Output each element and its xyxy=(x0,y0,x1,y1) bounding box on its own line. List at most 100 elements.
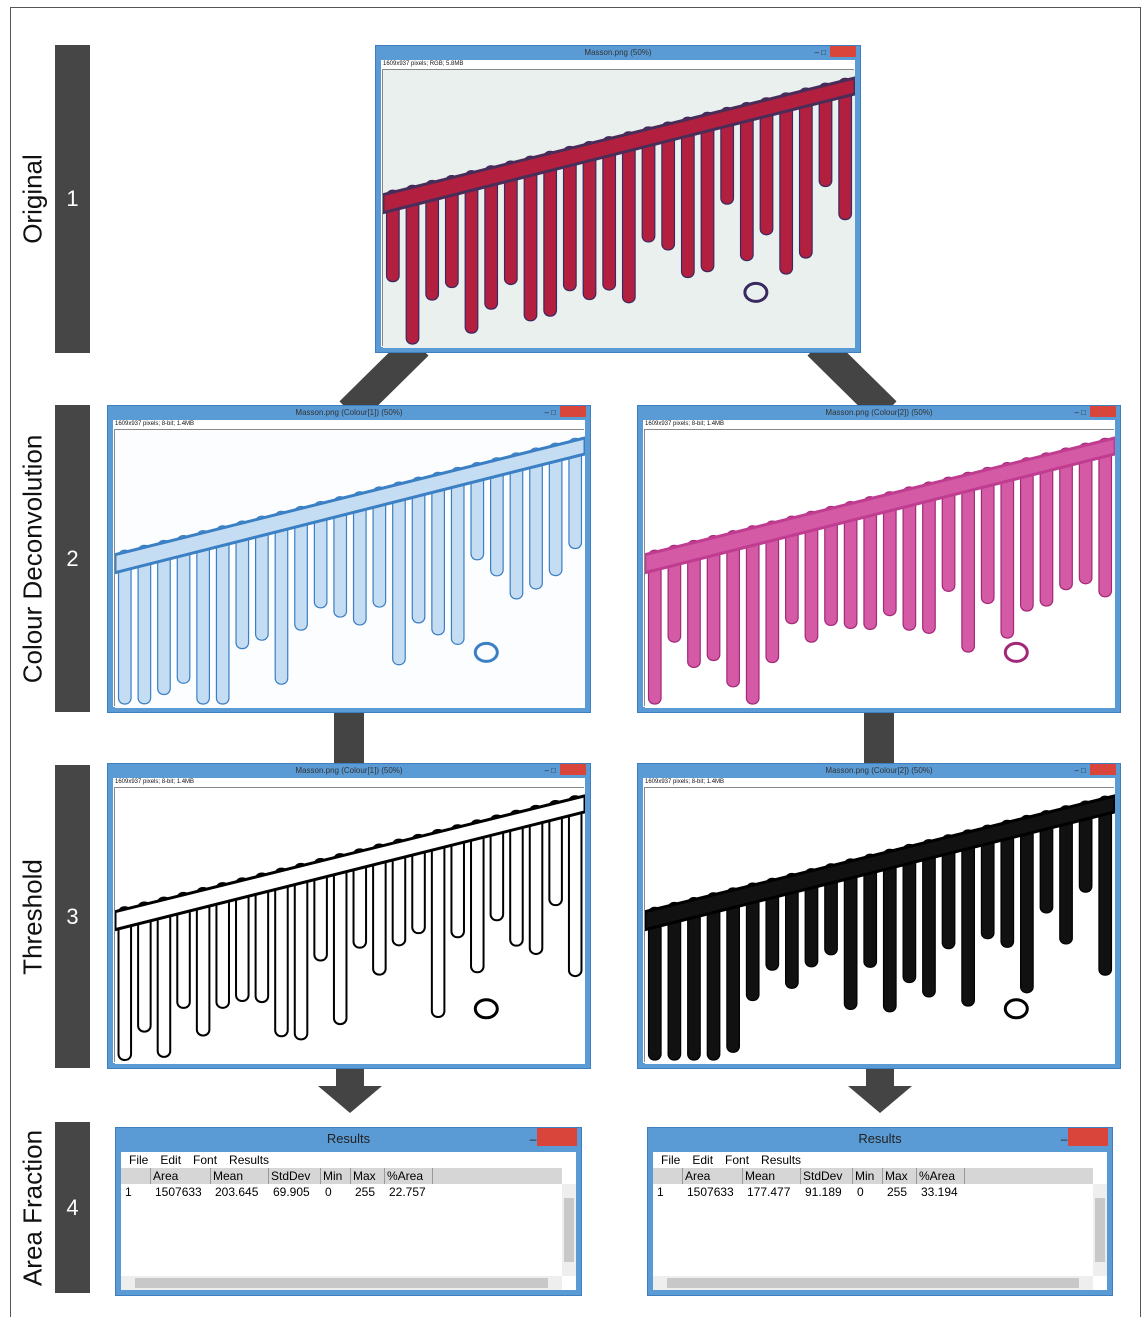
villus xyxy=(216,526,229,704)
villus xyxy=(138,545,151,703)
villus xyxy=(530,806,543,954)
window-title: Masson.png (Colour[2]) (50%) xyxy=(825,408,932,417)
image-window: Masson.png (Colour[2]) (50%)– □1609x937 … xyxy=(637,763,1121,1069)
window-title: Masson.png (Colour[2]) (50%) xyxy=(825,766,932,775)
villus xyxy=(1079,443,1092,584)
villus xyxy=(649,907,662,1060)
menu-item[interactable]: Results xyxy=(761,1153,801,1167)
horizontal-scrollbar xyxy=(653,1276,1093,1290)
step-bar: 3 xyxy=(55,765,90,1068)
title-bar: Masson.png (Colour[1]) (50%) – □ xyxy=(108,764,590,778)
table-cell: 69.905 xyxy=(269,1184,321,1200)
menu-item[interactable]: Edit xyxy=(160,1153,181,1167)
villus xyxy=(746,526,759,704)
arrow xyxy=(848,1086,912,1113)
header-cell: %Area xyxy=(917,1168,965,1184)
menu-bar: File Edit Font Results xyxy=(121,1152,576,1168)
table-cell: 22.757 xyxy=(385,1184,433,1200)
villus xyxy=(727,531,740,687)
villus xyxy=(741,103,754,261)
villus xyxy=(158,898,171,1057)
arrow xyxy=(818,345,886,412)
villus xyxy=(668,902,681,1060)
menu-item[interactable]: Font xyxy=(725,1153,749,1167)
header-cell xyxy=(121,1168,151,1184)
villus xyxy=(119,550,132,704)
table-cell: 91.189 xyxy=(801,1184,853,1200)
table-cell: 1507633 xyxy=(151,1184,211,1200)
header-cell: Min xyxy=(853,1168,883,1184)
results-window: Results– □FileEditFontResultsAreaMeanStd… xyxy=(115,1127,582,1296)
step-number: 3 xyxy=(55,904,90,930)
results-window: Results– □FileEditFontResultsAreaMeanStd… xyxy=(647,1127,1113,1296)
villus xyxy=(432,830,445,1017)
micrograph xyxy=(383,70,855,348)
step-number: 1 xyxy=(55,186,90,212)
image-info: 1609x937 pixels; 8-bit; 1.4MB xyxy=(113,420,585,428)
table-cell: 33.194 xyxy=(917,1184,965,1200)
table-cell: 177.477 xyxy=(743,1184,801,1200)
image-info: 1609x937 pixels; RGB; 5.8MB xyxy=(381,60,855,68)
table-cell: 0 xyxy=(853,1184,883,1200)
villus xyxy=(884,849,897,1011)
close-button xyxy=(1068,1128,1108,1146)
villus xyxy=(962,472,975,652)
window-buttons: – □ xyxy=(1074,406,1086,420)
image xyxy=(382,69,854,346)
results-body: FileEditFontResultsAreaMeanStdDevMinMax%… xyxy=(653,1152,1107,1290)
window-title: Masson.png (50%) xyxy=(584,48,651,57)
villus xyxy=(603,137,616,290)
step-bar: 2 xyxy=(55,405,90,712)
table-header: AreaMeanStdDevMinMax%Area xyxy=(121,1168,562,1184)
villus xyxy=(727,888,740,1052)
villus xyxy=(119,907,132,1060)
villus xyxy=(471,820,484,972)
window-body: 1609x937 pixels; 8-bit; 1.4MB xyxy=(643,420,1115,707)
step-label: Original xyxy=(18,154,49,244)
header-cell xyxy=(653,1168,683,1184)
close-button xyxy=(1090,406,1116,417)
header-cell: Max xyxy=(351,1168,385,1184)
menu-item[interactable]: Results xyxy=(229,1153,269,1167)
menu-item[interactable]: File xyxy=(129,1153,148,1167)
window-body: 1609x937 pixels; 8-bit; 1.4MB xyxy=(113,420,585,707)
villus xyxy=(334,854,347,1024)
window-buttons: – □ xyxy=(814,46,826,60)
villus xyxy=(451,468,464,645)
villus xyxy=(432,472,445,634)
header-cell: Area xyxy=(683,1168,743,1184)
step-bar: 1 xyxy=(55,45,90,353)
menu-item[interactable]: File xyxy=(661,1153,680,1167)
window-title: Results xyxy=(858,1131,901,1146)
image xyxy=(114,787,584,1062)
image-window: Masson.png (Colour[2]) (50%) – □1609x937 … xyxy=(637,405,1121,713)
villus xyxy=(649,550,662,704)
header-cell: Min xyxy=(321,1168,351,1184)
vertical-scrollbar xyxy=(562,1184,576,1276)
close-button xyxy=(1090,764,1116,775)
close-button xyxy=(537,1128,577,1146)
villus xyxy=(1021,458,1034,611)
arrow xyxy=(350,345,418,412)
villus xyxy=(510,453,523,599)
menu-item[interactable]: Edit xyxy=(692,1153,713,1167)
title-bar: Results– □ xyxy=(648,1128,1112,1150)
villus xyxy=(1099,438,1112,596)
villus xyxy=(688,898,701,1060)
villus xyxy=(1021,816,1034,993)
header-cell: Mean xyxy=(211,1168,269,1184)
villus xyxy=(800,88,813,258)
header-cell: StdDev xyxy=(801,1168,853,1184)
window-title: Masson.png (Colour[1]) (50%) xyxy=(295,766,402,775)
villus xyxy=(524,156,537,321)
image-info: 1609x937 pixels; 8-bit; 1.4MB xyxy=(113,778,585,786)
table-cell: 1507633 xyxy=(683,1184,743,1200)
window-buttons: – □ xyxy=(544,764,556,778)
title-bar: Masson.png (50%) – □ xyxy=(376,46,860,60)
close-button xyxy=(560,406,586,417)
villus xyxy=(393,482,406,665)
menu-item[interactable]: Font xyxy=(193,1153,217,1167)
close-button xyxy=(830,46,856,57)
